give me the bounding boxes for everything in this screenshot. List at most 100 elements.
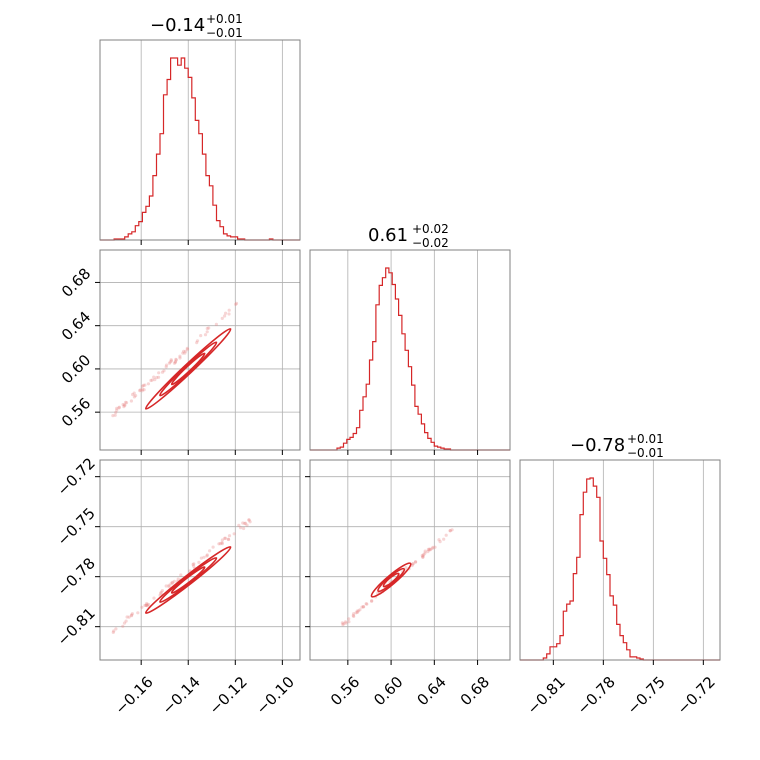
joint-p0-p2-point-40 <box>245 523 249 527</box>
joint-p1-p2-point-10 <box>426 547 430 552</box>
joint-p0-p1-point-11 <box>220 316 224 320</box>
joint-p1-p2-point-52 <box>411 562 415 566</box>
joint-p0-p2-point-49 <box>191 562 195 567</box>
joint-p0-p2-contour-2 <box>170 566 206 594</box>
joint-p1-p2-point-25 <box>433 545 437 549</box>
joint-p0-p1-point-4 <box>164 365 168 369</box>
xtick-label-p0-3: −0.10 <box>253 673 298 718</box>
joint-p0-p2-point-41 <box>202 555 206 559</box>
ytick-label-p1-1: 0.60 <box>58 351 94 387</box>
joint-p0-p1-point-7 <box>162 369 166 373</box>
joint-p0-p1-point-12 <box>138 388 142 392</box>
joint-p0-p2-point-12 <box>237 523 241 528</box>
joint-p1-p2-point-12 <box>351 614 355 618</box>
joint-p1-p2-point-4 <box>347 620 351 624</box>
joint-p0-p1-contour-2 <box>170 352 206 386</box>
joint-p0-p1-point-34 <box>160 370 165 374</box>
joint-p0-p1-point-29 <box>114 410 118 415</box>
title-p2-plus: +0.01 <box>627 432 664 446</box>
joint-p1-p2-point-27 <box>444 533 448 537</box>
joint-p0-p1-point-36 <box>224 311 228 315</box>
joint-p0-p2-point-34 <box>144 603 148 608</box>
joint-p0-p1-point-60 <box>234 302 238 306</box>
joint-p0-p1-point-19 <box>122 405 126 409</box>
joint-p0-p1-point-20 <box>168 360 172 364</box>
joint-p0-p2-point-47 <box>241 521 245 525</box>
joint-p0-p2-point-64 <box>218 542 222 546</box>
joint-p0-p1-point-53 <box>153 378 157 382</box>
joint-p1-p2-point-53 <box>429 548 433 552</box>
joint-p1-p2-point-61 <box>437 538 441 542</box>
joint-p1-p2-point-35 <box>421 555 425 559</box>
joint-p0-p1-point-30 <box>140 384 145 388</box>
xtick-label-p1-3: 0.68 <box>457 673 493 709</box>
joint-p0-p1-point-43 <box>155 375 159 380</box>
joint-p1-p2-point-41 <box>361 605 365 609</box>
joint-p1-p2-point-63 <box>421 555 425 559</box>
joint-p0-p2-point-26 <box>130 612 134 616</box>
joint-p1-p2-point-2 <box>448 529 452 533</box>
joint-p1-p2-contour-2 <box>382 572 400 588</box>
joint-p0-p1-point-17 <box>129 399 133 403</box>
ytick-label-p2-2: −0.75 <box>54 504 99 549</box>
joint-p0-p2-point-10 <box>145 604 149 608</box>
joint-p1-p2-point-21 <box>438 540 442 544</box>
joint-p1-p2-point-32 <box>450 528 454 532</box>
joint-p0-p1-point-5 <box>140 387 145 391</box>
joint-panel-p1-p2-frame <box>309 459 511 661</box>
joint-p0-p1-point-44 <box>214 322 218 326</box>
joint-p0-p1-point-67 <box>183 351 187 355</box>
title-p0-plus: +0.01 <box>206 12 243 26</box>
joint-p0-p2-point-28 <box>227 534 232 538</box>
joint-p1-p2-point-42 <box>370 599 374 603</box>
joint-p0-p2-point-25 <box>159 591 163 595</box>
joint-p0-p2-point-53 <box>170 580 174 584</box>
hist-panel-p0-frame <box>99 39 301 241</box>
joint-p0-p1-point-61 <box>199 334 203 338</box>
joint-p1-p2-point-66 <box>411 562 415 566</box>
joint-p1-p2-point-58 <box>343 620 348 624</box>
joint-p1-p2-point-26 <box>442 537 446 541</box>
title-p0-median: −0.14 <box>150 15 205 36</box>
joint-p0-p2-point-56 <box>239 526 243 530</box>
joint-p1-p2-point-29 <box>340 621 344 625</box>
joint-p1-p2-point-13 <box>423 549 427 553</box>
joint-p0-p1-point-31 <box>134 394 138 398</box>
joint-p1-p2-point-22 <box>355 609 359 613</box>
joint-p1-p2-point-24 <box>347 617 351 621</box>
joint-p0-p2-point-2 <box>243 521 247 526</box>
joint-p0-p1-point-37 <box>138 389 142 393</box>
joint-p0-p2-contour-0 <box>144 546 232 614</box>
joint-p1-p2-point-5 <box>362 605 366 609</box>
joint-p1-p2-point-36 <box>414 560 418 564</box>
joint-p0-p1-point-64 <box>141 383 146 387</box>
joint-p0-p2-point-57 <box>192 564 196 568</box>
joint-p0-p1-point-25 <box>227 308 231 312</box>
histogram-p2 <box>520 477 720 661</box>
joint-p0-p1-point-48 <box>132 391 136 395</box>
joint-p0-p2-point-62 <box>247 518 251 522</box>
joint-p0-p1-point-32 <box>172 361 177 365</box>
joint-p0-p1-point-45 <box>150 378 154 382</box>
joint-p1-p2-contour-1 <box>377 567 406 593</box>
ytick-label-p2-0: −0.81 <box>54 604 99 649</box>
joint-p0-p2-contour-1 <box>159 557 218 603</box>
joint-p0-p1-contour-0 <box>144 328 232 410</box>
joint-p0-p2-point-54 <box>145 603 149 607</box>
joint-p1-p2-point-8 <box>448 529 452 533</box>
joint-p0-p1-point-62 <box>184 349 188 353</box>
joint-p0-p2-point-60 <box>242 526 246 531</box>
xtick-label-p2-3: −0.72 <box>674 673 719 718</box>
joint-p0-p2-point-29 <box>167 585 171 589</box>
joint-p0-p1-point-42 <box>207 326 211 330</box>
joint-p0-p1-point-2 <box>174 358 178 362</box>
joint-p0-p2-point-35 <box>147 602 151 607</box>
joint-p0-p2-point-45 <box>143 603 147 608</box>
joint-p0-p1-point-58 <box>111 414 115 418</box>
joint-p0-p1-point-28 <box>195 341 199 345</box>
joint-p0-p2-point-14 <box>220 541 224 545</box>
joint-p0-p2-point-67 <box>144 603 148 607</box>
joint-p0-p2-point-44 <box>125 615 129 619</box>
joint-p0-p2-point-0 <box>192 562 196 566</box>
